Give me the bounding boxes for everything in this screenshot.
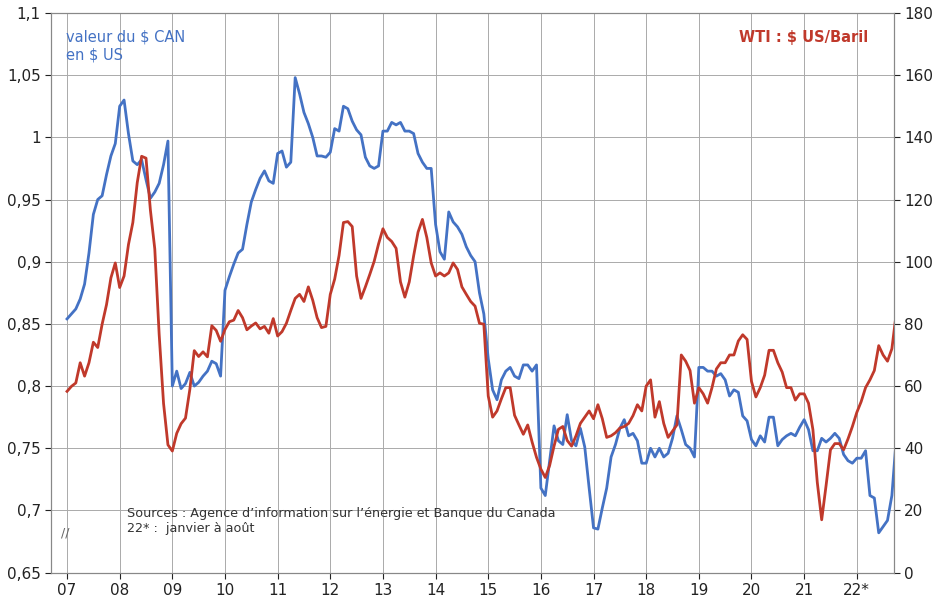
Text: Sources : Agence d’information sur l’énergie et Banque du Canada
22* :  janvier : Sources : Agence d’information sur l’éne… [127,506,556,535]
Text: WTI : $ US/Baril: WTI : $ US/Baril [739,30,869,45]
Text: valeur du $ CAN
en $ US: valeur du $ CAN en $ US [67,30,185,62]
Text: //: // [61,527,70,540]
